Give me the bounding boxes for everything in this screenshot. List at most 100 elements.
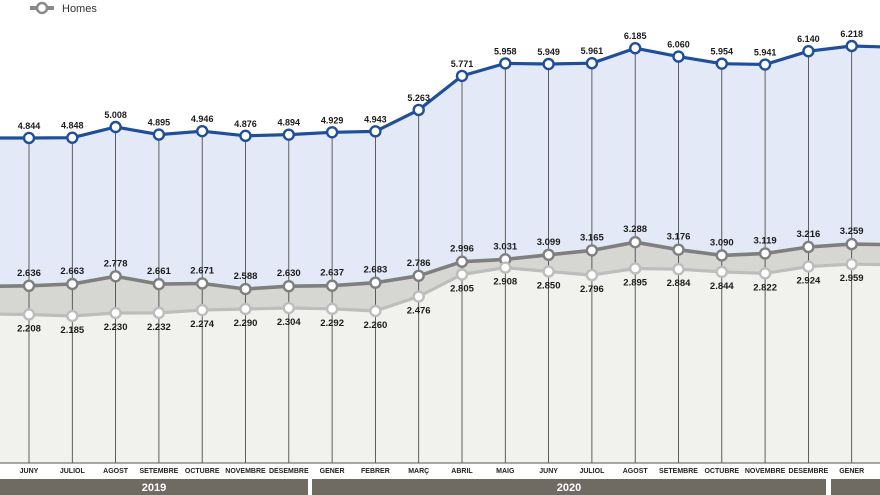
legend-label: Homes xyxy=(62,3,97,15)
data-label: 5.954 xyxy=(711,47,734,57)
data-label: 3.176 xyxy=(667,232,691,243)
x-tick-label: MARÇ xyxy=(408,468,429,475)
data-label: 2.476 xyxy=(407,306,431,317)
data-point xyxy=(195,124,209,138)
year-bar xyxy=(831,479,880,495)
data-point xyxy=(239,129,252,143)
data-point xyxy=(195,277,209,290)
x-tick-label: JULIOL xyxy=(579,468,605,475)
data-label: 2.805 xyxy=(450,283,474,294)
data-label: 2.822 xyxy=(753,282,777,293)
data-label: 3.119 xyxy=(753,235,776,246)
year-label: 2020 xyxy=(557,482,581,494)
data-point xyxy=(109,120,122,134)
data-point xyxy=(195,303,209,317)
data-point xyxy=(758,267,772,280)
data-point xyxy=(455,268,469,281)
data-label: 2.778 xyxy=(104,258,128,269)
data-point xyxy=(585,57,599,70)
x-tick-label: AGOST xyxy=(623,468,649,475)
data-label: 2.230 xyxy=(104,322,128,333)
data-point xyxy=(22,131,36,145)
data-label: 3.031 xyxy=(493,241,517,252)
data-point xyxy=(542,57,555,71)
x-tick-label: NOVEMBRE xyxy=(745,468,786,475)
data-point xyxy=(802,260,815,273)
data-label: 5.961 xyxy=(581,46,604,56)
x-tick-label: MAIG xyxy=(496,468,515,475)
data-point xyxy=(325,126,339,139)
data-label: 5.958 xyxy=(494,46,517,56)
data-label: 5.008 xyxy=(104,110,127,120)
data-label: 2.661 xyxy=(147,266,171,277)
x-tick-label: AGOST xyxy=(103,468,129,475)
data-point xyxy=(715,249,728,262)
year-label: 2019 xyxy=(142,482,166,494)
year-bar xyxy=(312,479,826,495)
year-bar xyxy=(0,479,308,495)
data-point xyxy=(715,57,728,70)
data-point xyxy=(369,276,382,289)
data-label: 2.786 xyxy=(407,258,431,269)
data-point xyxy=(412,103,425,117)
data-label: 4.929 xyxy=(321,115,344,125)
area-band-series-2-3 xyxy=(0,242,880,316)
data-point xyxy=(22,279,36,293)
x-tick-label: DESEMBRE xyxy=(269,468,309,475)
data-label: 5.263 xyxy=(407,93,430,103)
data-label: 2.671 xyxy=(190,265,214,276)
data-point xyxy=(455,69,469,83)
data-label: 2.850 xyxy=(537,280,561,291)
data-point xyxy=(672,243,685,256)
area-fills xyxy=(0,46,880,463)
data-point xyxy=(629,42,642,55)
data-point xyxy=(758,58,772,71)
data-point xyxy=(282,301,295,315)
legend: Homes xyxy=(30,1,97,15)
data-label: 4.895 xyxy=(148,118,171,128)
data-label: 2.304 xyxy=(277,317,301,328)
data-label: 6.140 xyxy=(797,34,820,44)
data-point xyxy=(715,265,728,279)
data-label: 3.288 xyxy=(623,224,647,235)
data-label: 2.636 xyxy=(17,268,41,279)
data-label: 6.218 xyxy=(840,29,863,39)
data-label: 2.588 xyxy=(234,271,258,282)
data-point xyxy=(152,128,166,141)
data-point xyxy=(66,277,79,291)
data-point xyxy=(239,302,252,316)
x-tick-label: GENER xyxy=(839,468,864,475)
data-label: 4.844 xyxy=(18,121,41,131)
data-point xyxy=(585,244,599,257)
data-label: 2.292 xyxy=(320,318,344,329)
x-tick-label: GENER xyxy=(320,468,345,475)
data-labels: 4.844 4.848 5.008 4.895 4.946 4.876 4.894 4.929… xyxy=(17,29,863,336)
data-point xyxy=(845,257,858,271)
data-point xyxy=(109,270,122,283)
data-label: 2.208 xyxy=(17,323,41,334)
x-tick-label: DESEMBRE xyxy=(789,468,829,475)
data-point xyxy=(499,57,512,70)
x-tick-label: SETEMBRE xyxy=(659,468,698,475)
data-point xyxy=(412,290,425,303)
data-label: 2.895 xyxy=(623,277,647,288)
data-label: 3.216 xyxy=(797,229,821,240)
data-point xyxy=(845,39,858,53)
data-label: 4.946 xyxy=(191,114,214,124)
data-point xyxy=(412,269,425,282)
data-label: 5.941 xyxy=(754,48,777,58)
x-tick-label: OCTUBRE xyxy=(704,468,739,475)
data-point xyxy=(66,131,79,144)
data-label: 2.996 xyxy=(450,244,474,255)
data-label: 2.290 xyxy=(234,318,258,329)
data-point xyxy=(585,268,599,282)
data-point xyxy=(22,308,36,321)
data-point xyxy=(672,50,685,63)
data-point xyxy=(542,248,555,262)
data-point xyxy=(325,279,339,292)
data-label: 4.943 xyxy=(364,114,387,124)
series-markers xyxy=(22,39,858,323)
data-label: 2.959 xyxy=(840,273,864,284)
data-label: 2.260 xyxy=(364,320,388,331)
